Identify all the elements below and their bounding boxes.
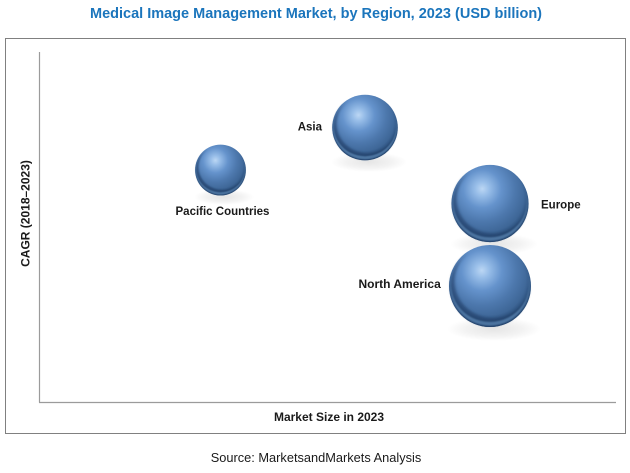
svg-text:Market Size in 2023: Market Size in 2023 xyxy=(274,410,384,424)
svg-text:Source: MarketsandMarkets Anal: Source: MarketsandMarkets Analysis xyxy=(211,450,422,465)
svg-text:Europe: Europe xyxy=(541,199,581,211)
svg-text:CAGR (2018–2023): CAGR (2018–2023) xyxy=(18,160,32,267)
svg-text:Pacific Countries: Pacific Countries xyxy=(176,206,270,218)
svg-text:Asia: Asia xyxy=(298,122,323,134)
svg-text:North America: North America xyxy=(359,277,442,291)
svg-text:Medical Image Management Marke: Medical Image Management Market, by Regi… xyxy=(90,6,542,22)
